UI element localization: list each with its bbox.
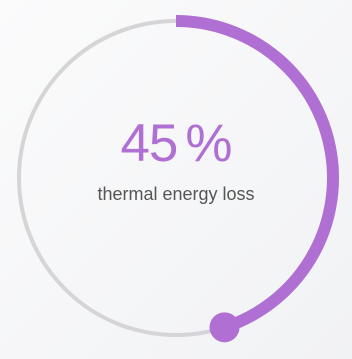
gauge-unit: % <box>185 114 231 173</box>
gauge-readout: 45% thermal energy loss <box>16 112 336 205</box>
progress-handle[interactable] <box>210 312 240 342</box>
gauge-label: thermal energy loss <box>16 183 336 205</box>
gauge-value: 45 <box>120 114 177 173</box>
gauge-value-row: 45% <box>16 112 336 176</box>
